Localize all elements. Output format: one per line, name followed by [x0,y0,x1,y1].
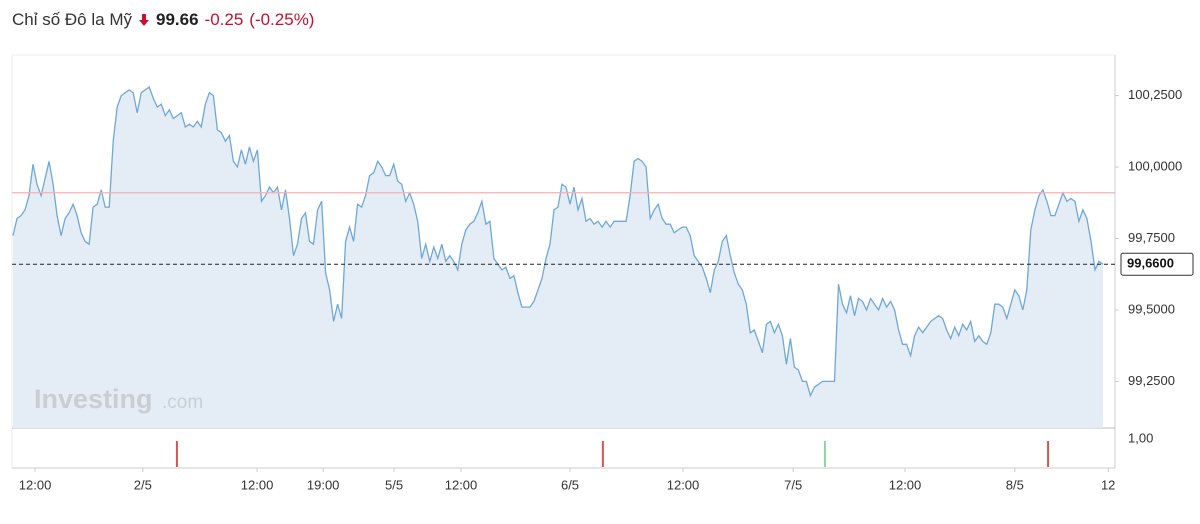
x-tick-label: 12:00 [19,477,52,492]
header: Chỉ số Đô la Mỹ 99.66 -0.25 (-0.25%) [12,10,314,30]
last-price-box [1120,252,1194,276]
watermark-suffix: .com [162,392,203,413]
lower-tick-label: 1,00 [1128,430,1153,445]
price-line [12,85,1104,398]
x-tick-label: 12:00 [445,477,478,492]
x-tick-label: 7/5 [784,477,802,492]
x-tick-label: 2/5 [134,477,152,492]
x-tick-label: 12:00 [667,477,700,492]
y-tick-label: 100,2500 [1128,87,1182,102]
y-tick-label: 99,7500 [1128,230,1175,245]
x-tick-label: 19:00 [307,477,340,492]
y-tick-label: 99,5000 [1128,301,1175,316]
area-fill [13,87,1103,428]
price: 99.66 [155,10,199,29]
title: Chỉ số Đô la Mỹ [12,10,132,29]
change-pct: (-0.25%) [249,10,315,29]
x-tick-label: 12 [1101,477,1115,492]
down-arrow [138,14,149,26]
x-tick-label: 12:00 [889,477,922,492]
change: -0.25 [204,10,244,29]
watermark-brand: Investing [34,384,153,414]
x-tick-label: 5/5 [385,477,403,492]
y-tick-label: 100,0000 [1128,158,1182,173]
last-price-label: 99,6600 [1127,256,1174,271]
x-tick-label: 6/5 [561,477,579,492]
y-tick-label: 99,2500 [1128,373,1175,388]
x-tick-label: 12:00 [241,477,274,492]
x-tick-label: 8/5 [1006,477,1024,492]
